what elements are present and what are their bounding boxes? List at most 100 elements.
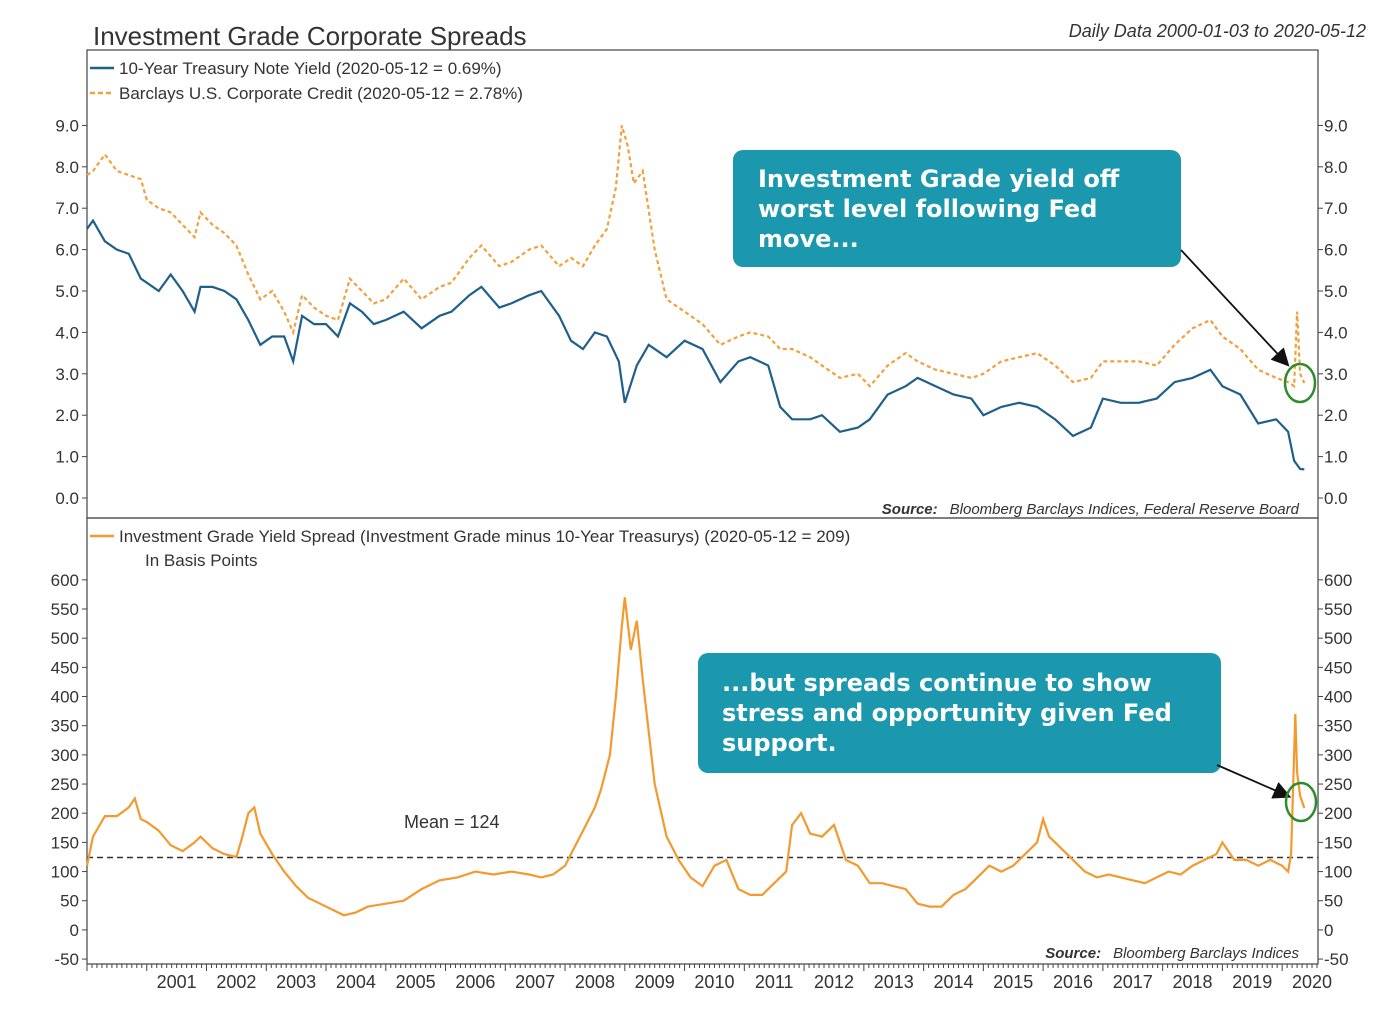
legend-spread: Investment Grade Yield Spread (Investmen… [119,527,850,546]
bottom-y-left-tick-label: 550 [51,600,79,619]
bottom-callout-line-2: stress and opportunity given Fed [722,699,1172,727]
top-source: Source: Bloomberg Barclays Indices, Feder… [882,501,1300,518]
bottom-y-left-tick-label: 250 [51,775,79,794]
bottom-y-right-tick-label: 500 [1324,629,1352,648]
top-callout-arrow [1180,249,1290,367]
top-source-text: Bloomberg Barclays Indices, Federal Rese… [950,501,1300,518]
bottom-source-label: Source: [1045,945,1101,962]
bottom-y-right-tick-label: 550 [1324,600,1352,619]
bottom-y-left-tick-label: 200 [51,804,79,823]
bottom-y-left-tick-label: 300 [51,746,79,765]
bottom-y-left-tick-label: 150 [51,833,79,852]
x-tick-label: 2004 [336,972,376,992]
bottom-y-right-tick-label: 100 [1324,863,1352,882]
top-source-label: Source: [882,501,938,518]
bottom-y-right-tick-label: 200 [1324,804,1352,823]
bottom-y-right-tick-label: 250 [1324,775,1352,794]
bottom-y-left-tick-label: 600 [51,571,79,590]
top-y-left-tick-label: 7.0 [55,199,79,218]
top-callout-line-2: worst level following Fed [758,195,1097,223]
x-tick-label: 2020 [1292,972,1332,992]
chart-title: Investment Grade Corporate Spreads [93,21,527,51]
bottom-y-left-tick-label: 500 [51,629,79,648]
bottom-y-right-tick-label: 0 [1324,921,1333,940]
top-y-right-tick-label: 6.0 [1324,241,1348,260]
top-y-right-tick-label: 1.0 [1324,448,1348,467]
series-line-spread [85,597,1306,917]
bottom-y-right-tick-label: 150 [1324,833,1352,852]
x-tick-label: 2001 [157,972,197,992]
bottom-y-left-tick-label: -50 [54,950,79,969]
top-callout-line-3: move... [758,225,859,253]
top-y-left-tick-label: 6.0 [55,241,79,260]
legend-corporate: Barclays U.S. Corporate Credit (2020-05-… [119,84,523,103]
bottom-y-left-tick-label: 450 [51,658,79,677]
x-tick-label: 2003 [276,972,316,992]
top-y-left-tick-label: 1.0 [55,448,79,467]
bottom-y-axes: -50 -50 0 0 50 50 100 100 150 150 200 200 250 250 300 3… [51,571,1353,969]
bottom-callout-line-1: ...but spreads continue to show [722,669,1152,697]
x-tick-label: 2010 [694,972,734,992]
bottom-y-right-tick-label: 600 [1324,571,1352,590]
top-y-right-tick-label: 4.0 [1324,323,1348,342]
bottom-panel-frame [86,517,1319,965]
bottom-y-right-tick-label: 50 [1324,892,1343,911]
chart-subtitle: Daily Data 2000-01-03 to 2020-05-12 [1069,21,1366,41]
bottom-callout-line-3: support. [722,729,837,757]
top-y-right-tick-label: 9.0 [1324,116,1348,135]
bottom-callout-arrow [1216,764,1292,799]
top-callout-line-1: Investment Grade yield off [758,165,1120,193]
x-tick-label: 2007 [515,972,555,992]
top-y-right-tick-label: 2.0 [1324,406,1348,425]
x-tick-label: 2014 [933,972,973,992]
bottom-y-right-tick-label: 300 [1324,746,1352,765]
series-line-treasury [86,218,1305,471]
bottom-y-right-tick-label: 450 [1324,658,1352,677]
top-y-right-tick-label: 0.0 [1324,489,1348,508]
bottom-y-left-tick-label: 0 [70,921,79,940]
top-y-right-tick-label: 5.0 [1324,282,1348,301]
top-highlight-circle [1283,362,1317,404]
bottom-y-left-tick-label: 350 [51,717,79,736]
top-panel-frame [86,49,1319,519]
bottom-y-right-tick-label: -50 [1324,950,1349,969]
x-tick-label: 2006 [455,972,495,992]
bottom-highlight-circle [1284,781,1318,823]
x-tick-label: 2002 [216,972,256,992]
bottom-source-text: Bloomberg Barclays Indices [1113,945,1299,962]
bottom-y-left-tick-label: 50 [60,892,79,911]
x-tick-label: 2017 [1113,972,1153,992]
top-y-right-tick-label: 7.0 [1324,199,1348,218]
bottom-y-right-tick-label: 400 [1324,688,1352,707]
x-tick-label: 2018 [1172,972,1212,992]
x-tick-label: 2005 [396,972,436,992]
bottom-source: Source: Bloomberg Barclays Indices [1045,945,1299,962]
top-callout-box [733,150,1181,267]
top-y-left-tick-label: 5.0 [55,282,79,301]
top-y-axes: 0.0 0.0 1.0 1.0 2.0 2.0 3.0 3.0 4.0 4.0 5.0 5.0 6.0 6… [55,116,1347,508]
top-y-right-tick-label: 3.0 [1324,365,1348,384]
x-tick-label: 2011 [755,972,794,992]
x-tick-label: 2013 [874,972,914,992]
bottom-y-right-tick-label: 350 [1324,717,1352,736]
x-axis: 2001 2002 2003 2004 2005 2006 2007 2008 2009 2010… [86,964,1332,992]
x-tick-label: 2009 [635,972,675,992]
bottom-units-label: In Basis Points [145,551,257,570]
top-y-left-tick-label: 3.0 [55,365,79,384]
top-y-left-tick-label: 9.0 [55,116,79,135]
series-line-corporate [86,125,1306,389]
bottom-y-left-tick-label: 400 [51,688,79,707]
top-y-right-tick-label: 8.0 [1324,158,1348,177]
x-tick-label: 2008 [575,972,615,992]
x-tick-label: 2012 [814,972,854,992]
x-tick-label: 2016 [1053,972,1093,992]
top-y-left-tick-label: 2.0 [55,406,79,425]
top-y-left-tick-label: 0.0 [55,489,79,508]
x-tick-label: 2015 [993,972,1033,992]
legend-treasury: 10-Year Treasury Note Yield (2020-05-12 … [119,59,502,78]
x-tick-label: 2019 [1232,972,1272,992]
mean-label: Mean = 124 [404,812,500,832]
top-y-left-tick-label: 4.0 [55,323,79,342]
bottom-callout-box [698,653,1221,773]
